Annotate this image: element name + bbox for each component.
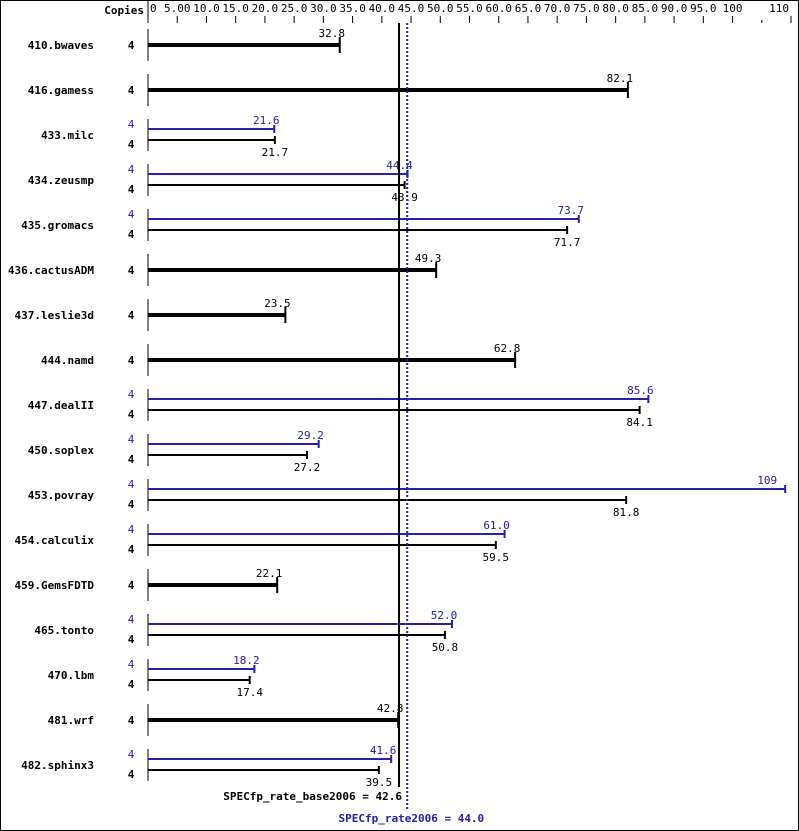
x-tick-label: 70.0 [544, 2, 571, 15]
x-tick-label: 15.0 [222, 2, 249, 15]
base-value-label: 84.1 [626, 416, 653, 429]
peak-copies-value: 4 [128, 658, 135, 671]
benchmark-label: 470.lbm [48, 669, 95, 682]
benchmark-label: 459.GemsFDTD [15, 579, 95, 592]
benchmark-label: 453.povray [28, 489, 95, 502]
x-tick-label: 110 [769, 2, 789, 15]
x-tick-label: 10.0 [193, 2, 220, 15]
copies-value: 4 [128, 768, 135, 781]
x-tick-label: 30.0 [310, 2, 337, 15]
copies-value: 4 [128, 84, 135, 97]
x-tick-label: 45.0 [398, 2, 425, 15]
peak-copies-value: 4 [128, 433, 135, 446]
copies-value: 4 [128, 678, 135, 691]
base-value-label: 82.1 [607, 72, 634, 85]
peak-copies-value: 4 [128, 613, 135, 626]
benchmark-label: 447.dealII [28, 399, 94, 412]
copies-value: 4 [128, 453, 135, 466]
peak-value-label: 41.6 [370, 744, 397, 757]
x-tick-label: 90.0 [661, 2, 688, 15]
x-tick-label: 60.0 [485, 2, 512, 15]
base-value-label: 49.3 [415, 252, 442, 265]
base-value-label: 23.5 [264, 297, 291, 310]
copies-value: 4 [128, 264, 135, 277]
copies-value: 4 [128, 183, 135, 196]
benchmark-label: 481.wrf [48, 714, 94, 727]
base-value-label: 32.8 [318, 27, 345, 40]
base-value-label: 42.8 [377, 702, 404, 715]
peak-metric-label: SPECfp_rate2006 = 44.0 [338, 812, 484, 825]
benchmark-label: 410.bwaves [28, 39, 94, 52]
base-value-label: 43.9 [391, 191, 418, 204]
peak-value-label: 29.2 [297, 429, 324, 442]
peak-value-label: 18.2 [233, 654, 260, 667]
benchmark-label: 437.leslie3d [15, 309, 94, 322]
x-tick-label: 35.0 [339, 2, 366, 15]
base-value-label: 22.1 [256, 567, 283, 580]
peak-copies-value: 4 [128, 478, 135, 491]
benchmark-label: 465.tonto [34, 624, 94, 637]
peak-value-label: 61.0 [483, 519, 510, 532]
x-tick-label: 75.0 [573, 2, 600, 15]
x-tick-label: 5.00 [164, 2, 191, 15]
copies-value: 4 [128, 39, 135, 52]
copies-value: 4 [128, 138, 135, 151]
benchmark-label: 435.gromacs [21, 219, 94, 232]
x-tick-label: 20.0 [252, 2, 279, 15]
peak-copies-value: 4 [128, 208, 135, 221]
base-value-label: 81.8 [613, 506, 640, 519]
x-tick-label: 80.0 [602, 2, 629, 15]
base-value-label: 50.8 [432, 641, 459, 654]
peak-value-label: 85.6 [627, 384, 654, 397]
copies-value: 4 [128, 498, 135, 511]
benchmark-label: 416.gamess [28, 84, 94, 97]
x-tick-label: 100 [723, 2, 743, 15]
peak-value-label: 73.7 [558, 204, 585, 217]
benchmark-label: 450.soplex [28, 444, 95, 457]
benchmark-label: 433.milc [41, 129, 94, 142]
x-tick-label: 40.0 [369, 2, 396, 15]
copies-value: 4 [128, 354, 135, 367]
x-tick-label: 0 [150, 2, 157, 15]
x-tick-label: 25.0 [281, 2, 308, 15]
x-tick-label: 95.0 [690, 2, 717, 15]
x-tick-label: 55.0 [456, 2, 483, 15]
copies-value: 4 [128, 228, 135, 241]
copies-value: 4 [128, 543, 135, 556]
base-value-label: 59.5 [483, 551, 510, 564]
x-tick-label: 50.0 [427, 2, 454, 15]
base-value-label: 71.7 [554, 236, 581, 249]
peak-copies-value: 4 [128, 523, 135, 536]
peak-value-label: 109 [757, 474, 777, 487]
peak-copies-value: 4 [128, 118, 135, 131]
base-value-label: 21.7 [262, 146, 289, 159]
copies-value: 4 [128, 579, 135, 592]
benchmark-label: 454.calculix [15, 534, 95, 547]
copies-value: 4 [128, 408, 135, 421]
x-tick-label: 65.0 [515, 2, 542, 15]
base-value-label: 27.2 [294, 461, 321, 474]
peak-value-label: 52.0 [431, 609, 458, 622]
benchmark-label: 482.sphinx3 [21, 759, 94, 772]
peak-copies-value: 4 [128, 163, 135, 176]
copies-value: 4 [128, 309, 135, 322]
benchmark-label: 444.namd [41, 354, 94, 367]
copies-value: 4 [128, 633, 135, 646]
benchmark-label: 434.zeusmp [28, 174, 95, 187]
base-value-label: 17.4 [236, 686, 263, 699]
copies-value: 4 [128, 714, 135, 727]
base-value-label: 39.5 [366, 776, 393, 789]
copies-header: Copies [104, 4, 144, 17]
benchmark-label: 436.cactusADM [8, 264, 94, 277]
peak-copies-value: 4 [128, 748, 135, 761]
base-metric-label: SPECfp_rate_base2006 = 42.6 [223, 790, 402, 803]
x-tick-label: 85.0 [632, 2, 659, 15]
peak-copies-value: 4 [128, 388, 135, 401]
base-value-label: 62.8 [494, 342, 521, 355]
peak-value-label: 21.6 [253, 114, 280, 127]
